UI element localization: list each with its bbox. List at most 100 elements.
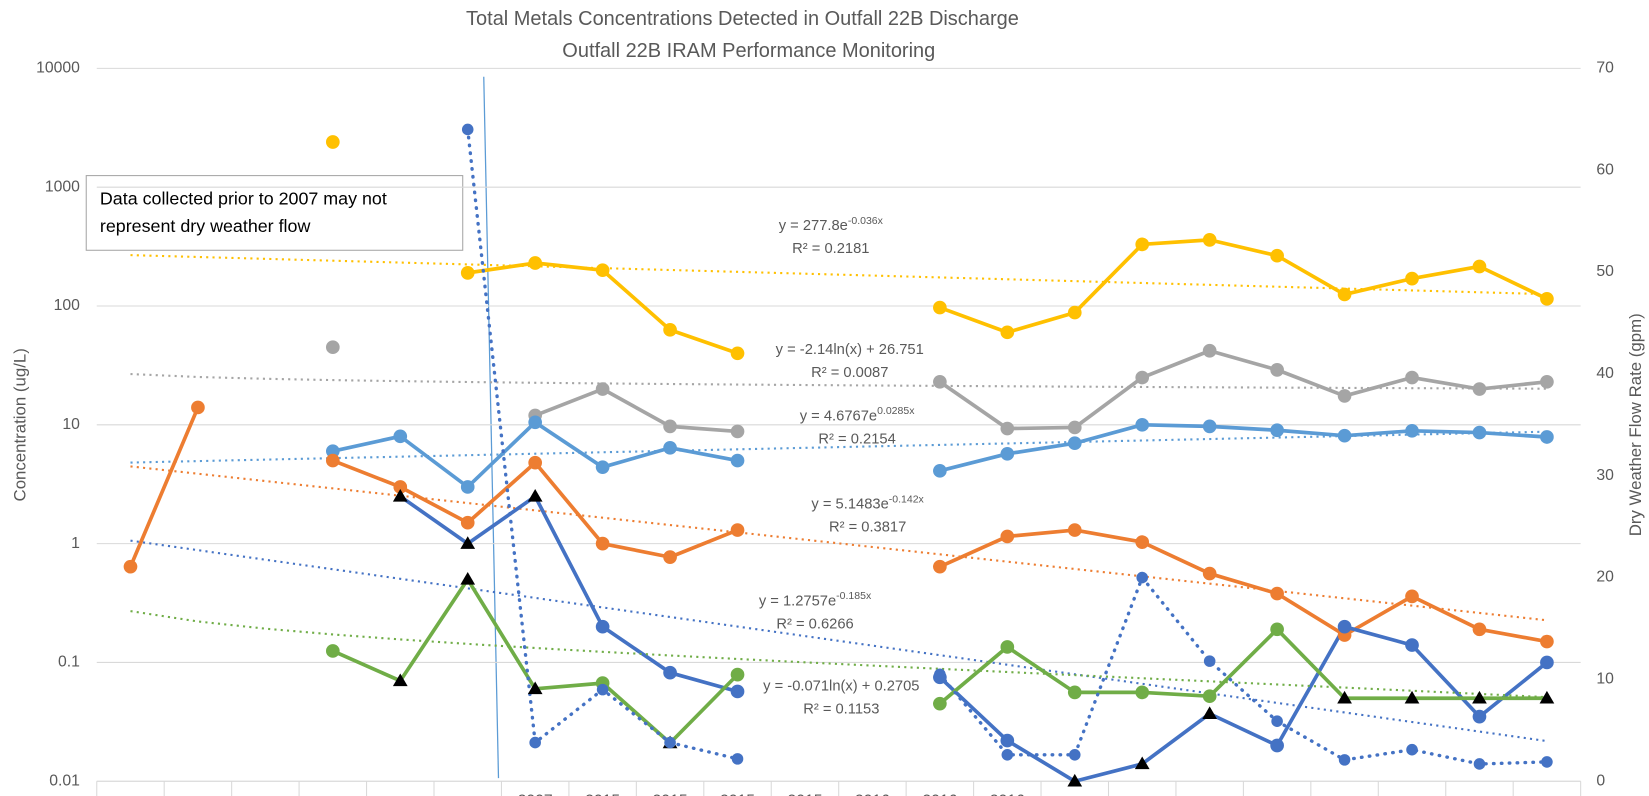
point [1135,535,1150,549]
point [393,480,408,494]
triangle-marker [1337,690,1352,704]
point [325,135,340,149]
point [730,424,745,439]
triangle-marker [1404,690,1420,704]
point [1202,343,1217,358]
x-tick-label: 2016 [922,792,957,796]
point [325,644,340,658]
point [1473,758,1486,770]
divider-line [483,76,500,779]
point [1135,237,1150,252]
trend-equation: y = 5.1483e-0.142x [811,493,924,512]
point [1135,685,1150,700]
point [1270,423,1284,438]
x-tick-label: 2007 [518,792,553,796]
trend-equation-part: y = 1.2757e [759,593,836,609]
trend-r2: R² = 0.2181 [792,241,869,257]
trend-equation-part: y = -0.071ln(x) + 0.2705 [763,679,919,695]
y-tick-label: 10000 [36,60,80,77]
point [934,668,946,681]
trend-equation-part: -0.036x [848,215,884,227]
point [1270,738,1284,753]
trend-equation: y = -2.14ln(x) + 26.751 [776,342,924,358]
triangle-marker [1067,773,1083,787]
triangle-marker [1202,706,1218,720]
trend-equation-part: y = -2.14ln(x) + 26.751 [776,342,924,358]
y2-tick-label: 60 [1596,161,1614,178]
point [1270,248,1284,263]
point [325,444,340,459]
annotation-text: Data collected prior to 2007 may not [100,189,387,209]
y-tick-label: 100 [54,297,81,314]
trendline [130,372,1547,390]
point [1202,233,1217,247]
series-line [398,494,1549,784]
point [595,619,610,634]
y-axis-title: Concentration (ug/L) [10,348,29,501]
point [595,382,610,396]
point [1067,305,1082,320]
trend-r2: R² = 0.1153 [803,702,879,718]
point [1202,689,1217,704]
point [325,453,340,468]
point [528,455,543,470]
point [664,736,676,749]
point [1406,743,1418,756]
point [1000,733,1015,748]
point [1000,529,1015,544]
point [1405,638,1419,652]
trend-equation-part: -0.142x [889,493,925,505]
point [461,123,474,136]
point [528,415,543,430]
point [933,300,947,315]
x-tick-label: 2015 [787,792,822,796]
point [1202,419,1217,434]
trend-r2: R² = 0.3817 [829,520,906,536]
y2-axis-title: Dry Weather Flow Rate (gpm) [1626,313,1645,536]
trend-equation-part: 0.0285x [877,405,915,417]
point [1067,523,1082,537]
chart-title: Total Metals Concentrations Detected in … [466,8,1019,30]
point [663,322,677,337]
x-tick-label: 2016 [990,792,1025,796]
x-tick-label: 2015 [585,792,620,796]
point [529,736,541,749]
trendline [130,465,1548,622]
point [1540,634,1554,649]
point [1001,749,1014,761]
trend-equation-part: y = 277.8e [779,218,848,234]
trend-equation: y = 1.2757e-0.185x [759,590,872,609]
point [933,559,947,574]
point [1405,589,1419,604]
triangle-marker [527,681,543,695]
point [1000,325,1015,340]
point [1202,566,1217,581]
point [1271,715,1283,727]
point [1067,685,1082,700]
annotation-box [85,175,464,251]
point [1472,425,1487,440]
point [730,346,745,361]
point [1405,271,1419,286]
point [663,419,677,434]
point [595,536,610,551]
trend-r2: R² = 0.0087 [811,365,888,381]
trend-equation: y = 277.8e-0.036x [779,215,884,234]
y2-tick-label: 20 [1596,569,1614,586]
y2-tick-label: 40 [1596,365,1614,382]
point [1540,430,1554,444]
trend-equation-part: -0.185x [836,590,872,602]
triangle-marker [1539,690,1555,704]
trend-equation: y = 4.6767e0.0285x [800,405,915,424]
point [1338,754,1351,766]
point [1270,622,1284,637]
point [933,696,947,711]
point [1068,749,1081,761]
point [731,753,744,765]
trend-equation: y = -0.071ln(x) + 0.2705 [763,679,919,695]
point [1472,622,1487,637]
point [1405,423,1419,438]
y-tick-label: 0.01 [49,772,80,789]
point [1203,655,1216,667]
point [595,263,610,278]
